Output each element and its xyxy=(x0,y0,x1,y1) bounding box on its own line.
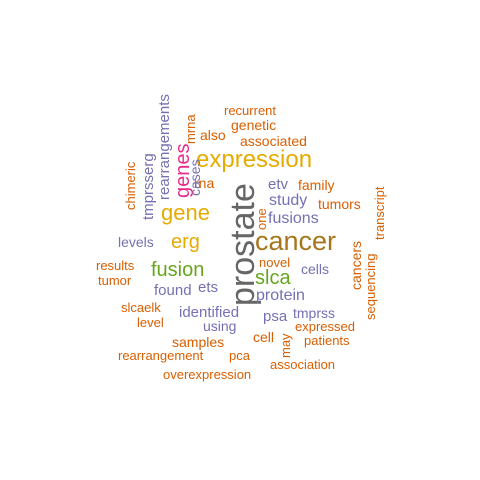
word-genetic: genetic xyxy=(231,117,277,133)
word-may: may xyxy=(278,333,293,358)
word-study: study xyxy=(269,192,308,209)
word-samples: samples xyxy=(172,334,225,350)
word-rna: rna xyxy=(194,175,215,191)
word-identified: identified xyxy=(179,304,240,321)
word-tumors: tumors xyxy=(318,196,361,212)
word-pca: pca xyxy=(229,348,250,363)
word-rearrangement: rearrangement xyxy=(118,348,204,363)
word-also: also xyxy=(200,127,226,143)
word-fusions: fusions xyxy=(268,210,319,227)
word-cancers: cancers xyxy=(348,240,364,290)
word-sequencing: sequencing xyxy=(363,253,378,321)
word-tmprss: tmprss xyxy=(293,305,335,321)
word-ets: ets xyxy=(198,279,219,296)
word-slcaelk: slcaelk xyxy=(121,300,161,315)
word-fusion: fusion xyxy=(151,259,205,281)
word-family: family xyxy=(298,177,335,193)
word-recurrent: recurrent xyxy=(224,103,277,118)
word-found: found xyxy=(154,282,192,299)
word-gene: gene xyxy=(161,200,210,225)
word-cancer: cancer xyxy=(255,226,337,256)
word-novel: novel xyxy=(259,255,291,270)
word-erg: erg xyxy=(171,231,200,253)
word-association: association xyxy=(270,357,336,372)
word-one: one xyxy=(254,208,269,230)
word-tmprsserg: tmprsserg xyxy=(140,153,157,220)
word-level: level xyxy=(137,315,164,330)
word-overexpression: overexpression xyxy=(163,367,252,382)
word-etv: etv xyxy=(268,176,289,193)
word-psa: psa xyxy=(263,308,288,325)
word-cases: cases xyxy=(187,159,203,196)
word-chimeric: chimeric xyxy=(123,161,138,210)
word-using: using xyxy=(203,318,237,334)
word-expressed: expressed xyxy=(295,319,355,334)
word-cells: cells xyxy=(301,261,330,277)
word-rearrangements: rearrangements xyxy=(156,94,173,200)
word-transcript: transcript xyxy=(372,186,387,240)
word-levels: levels xyxy=(118,234,154,250)
word-results: results xyxy=(96,258,135,273)
word-expression: expression xyxy=(196,146,313,173)
word-cell: cell xyxy=(253,329,275,345)
word-slca: slca xyxy=(255,267,291,289)
word-tumor: tumor xyxy=(98,273,132,288)
word-mrna: mrna xyxy=(183,114,198,144)
word-patients: patients xyxy=(304,333,350,348)
word-associated: associated xyxy=(240,133,307,149)
word-protein: protein xyxy=(256,287,305,304)
